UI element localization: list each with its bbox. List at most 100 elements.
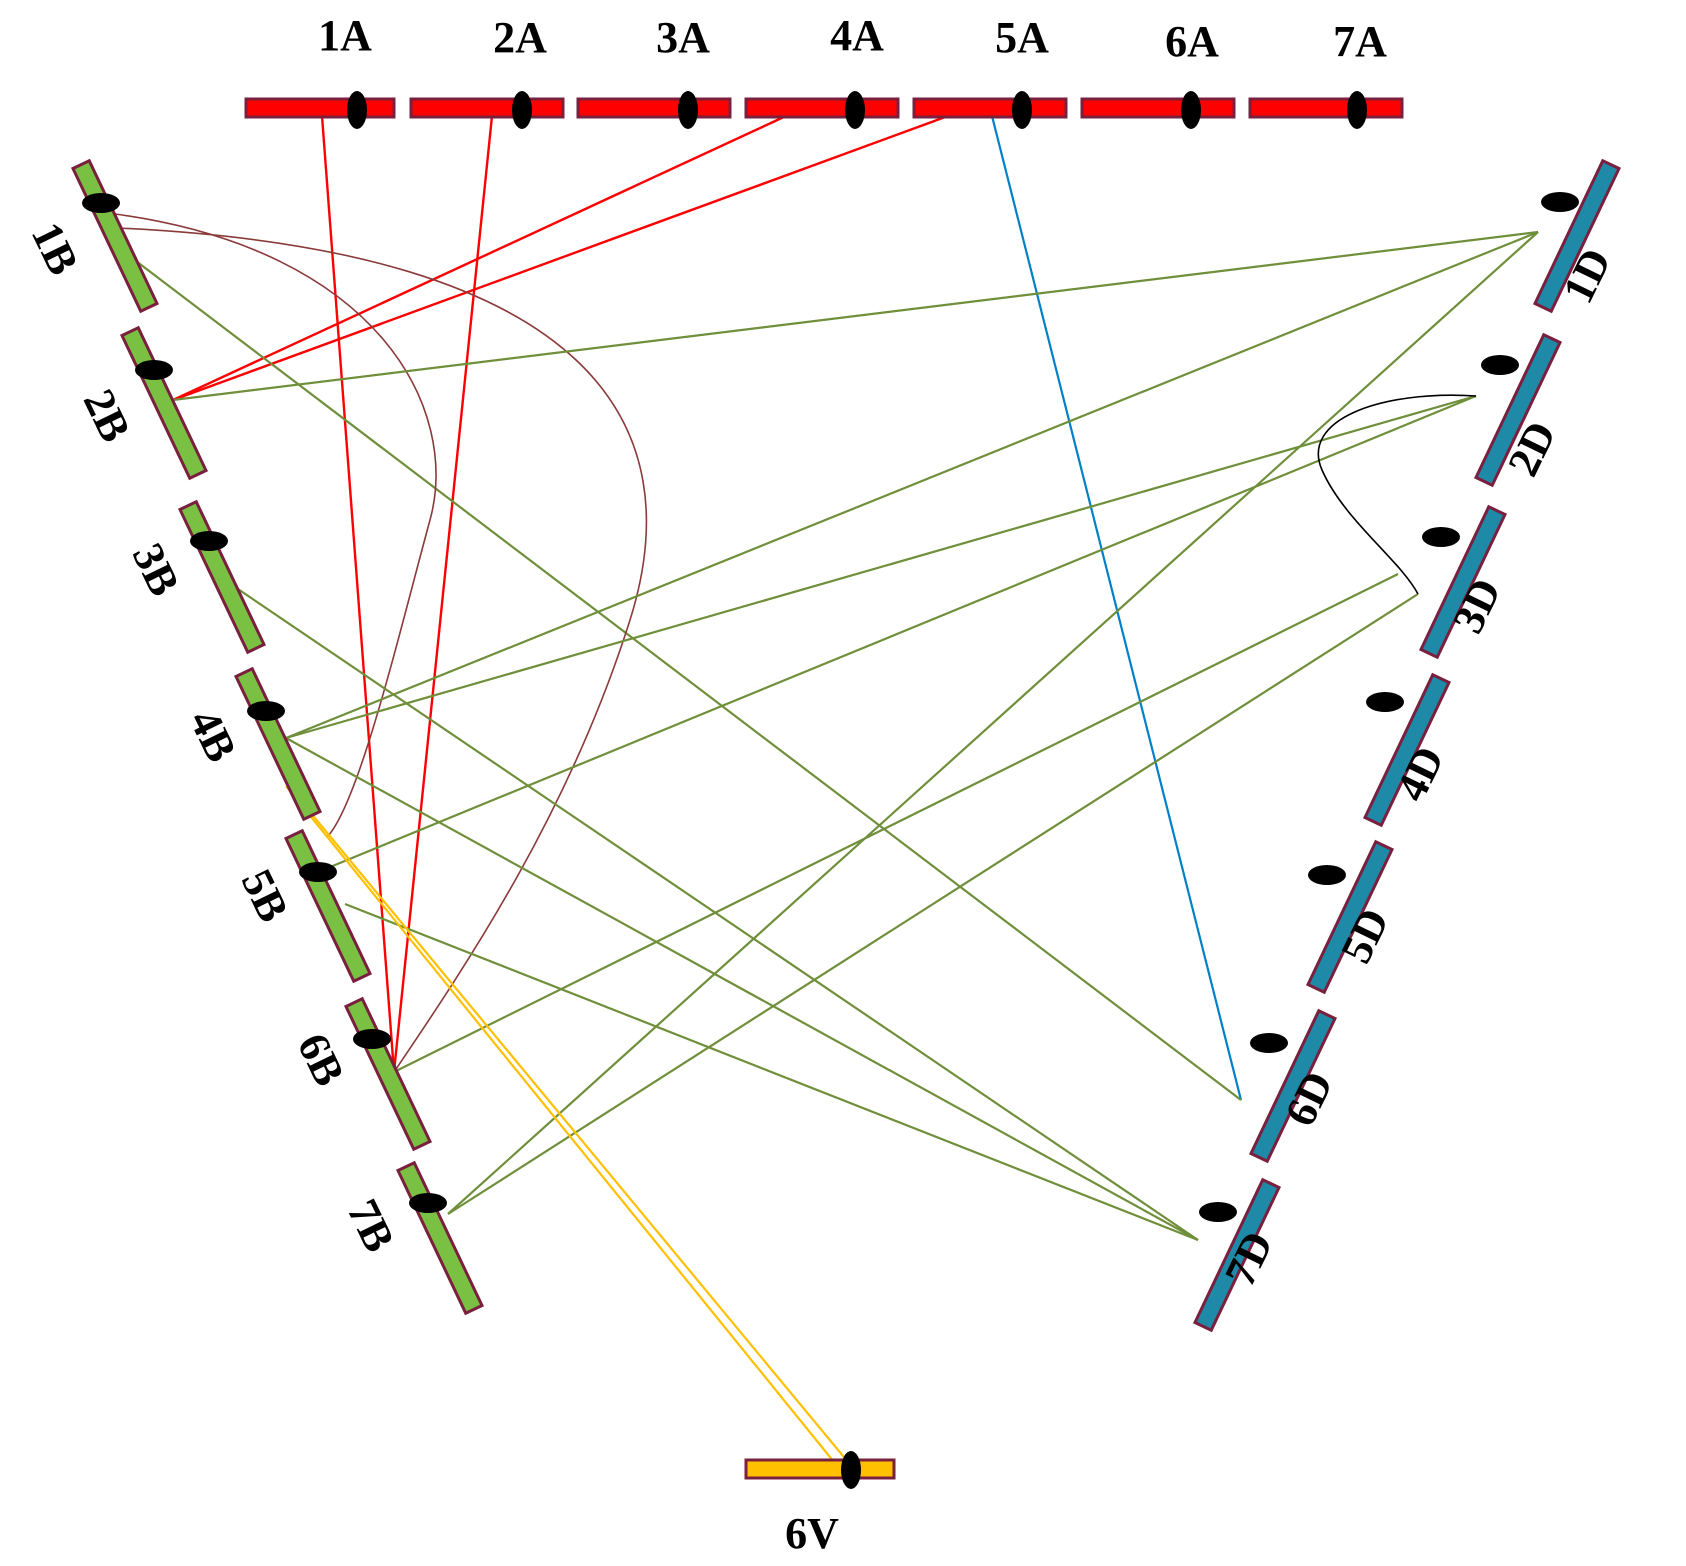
chromosome-bar [409,97,565,119]
link-1a-6b [320,115,396,1073]
label-3b: 3B [123,536,190,604]
centromere-marker [347,91,367,129]
chromosome-bar [1532,158,1622,314]
chromosome-7b [395,1160,485,1316]
chromosome-bar [912,97,1068,119]
link-4b-6v [285,785,835,1463]
chromosome-2b [119,325,209,481]
link-4b-7d [285,737,1199,1241]
chromosome-4d [1362,672,1452,828]
chromosome-6b [343,996,433,1152]
centromere-marker [409,1193,447,1213]
centromere-marker [1481,355,1519,375]
chromosome-bar [1473,332,1563,488]
chromosome-3d [1418,504,1508,660]
link-4b-1d [285,230,1539,740]
chromosome-bar [244,97,396,119]
link-5b-7d [344,902,1199,1242]
centromere-marker [1347,91,1367,129]
link-5a-6d [990,115,1243,1101]
link-6b-3d [393,573,1399,1073]
link-1b-5b [114,213,437,837]
link-2d-3d [1317,394,1477,595]
centromere-marker [1012,91,1032,129]
collinearity-links [114,114,1539,1463]
centromere-marker [190,531,228,551]
centromere-marker [1199,1202,1237,1222]
link-1b-6d [131,257,1242,1101]
chromosome-bar [177,499,267,655]
centromere-marker [1541,192,1579,212]
link-5a-2b [172,114,949,402]
chromosome-3a [576,97,732,119]
chromosome-4a [744,97,900,119]
label-5a: 5A [995,13,1049,62]
centromere-marker [841,1451,861,1489]
label-2b: 2B [74,382,141,450]
chromosome-bar [119,325,209,481]
chromosome-bar [1362,672,1452,828]
chromosome-bar [70,158,160,314]
chromosome-5d [1305,839,1395,995]
label-7a: 7A [1333,17,1387,66]
centromere-marker [247,701,285,721]
centromere-marker [1366,692,1404,712]
label-4b: 4B [180,702,247,770]
chromosome-2d [1473,332,1563,488]
chromosome-7d [1192,1177,1282,1333]
centromere-marker [1308,865,1346,885]
link-2a-6b [392,115,494,1073]
chromosome-bar [343,996,433,1152]
chromosomes [70,91,1622,1489]
centromere-marker [135,360,173,380]
chromosome-bar [744,97,900,119]
link-5b-2d [317,394,1477,874]
label-7b: 7B [338,1192,405,1260]
label-6a: 6A [1165,17,1219,66]
chromosome-bar [233,666,323,822]
chromosome-bar [395,1160,485,1316]
chromosome-1d [1532,158,1622,314]
centromere-marker [1422,527,1460,547]
chromosome-bar [576,97,732,119]
link-4b-6v [299,799,849,1463]
chromosome-7a [1248,97,1404,119]
label-1b: 1B [22,215,89,283]
label-2a: 2A [493,13,547,62]
link-4b-2d [285,394,1477,740]
centromere-marker [678,91,698,129]
label-4a: 4A [830,11,884,60]
label-1a: 1A [318,11,372,60]
chromosome-bar [1418,504,1508,660]
link-7b-1d [447,231,1539,1215]
centromere-marker [299,862,337,882]
chromosome-bar [744,1458,896,1480]
chromosome-5b [283,828,373,984]
link-4a-2b [172,114,787,402]
chromosome-6v [744,1458,896,1480]
chromosome-bar [283,828,373,984]
link-7b-3d [447,593,1419,1215]
chromosome-bar [1192,1177,1282,1333]
chromosome-5a [912,97,1068,119]
chromosome-3b [177,499,267,655]
chromosome-4b [233,666,323,822]
link-1b-6b [116,227,648,1073]
chromosome-1b [70,158,160,314]
centromere-marker [845,91,865,129]
centromere-marker [512,91,532,129]
chromosome-bar [1305,839,1395,995]
label-6v: 6V [785,1509,839,1558]
chromosome-bar [1248,97,1404,119]
chromosome-bar [1248,1008,1338,1164]
centromere-marker [1250,1033,1288,1053]
chromosome-2a [409,97,565,119]
chromosome-6a [1080,97,1236,119]
centromere-marker [1181,91,1201,129]
label-3a: 3A [656,13,710,62]
chromosome-6d [1248,1008,1338,1164]
chromosome-1a [244,97,396,119]
link-2b-1d [172,230,1539,402]
centromere-marker [82,193,120,213]
